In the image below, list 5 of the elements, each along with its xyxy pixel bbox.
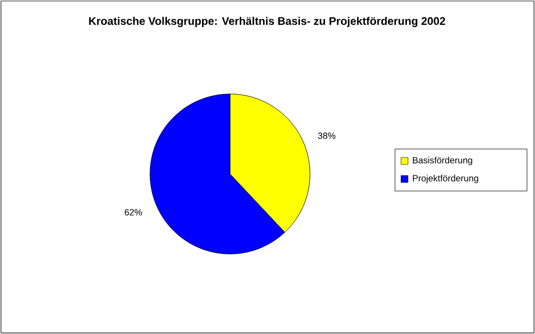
legend-label: Projektförderung (412, 174, 478, 184)
legend-label: Basisförderung (412, 156, 472, 166)
data-label: 62% (124, 209, 142, 216)
data-label: 38% (318, 132, 336, 139)
chart-title: Kroatische Volksgruppe: Verhältnis Basis- zu Projektförderung 2002 (89, 16, 446, 28)
